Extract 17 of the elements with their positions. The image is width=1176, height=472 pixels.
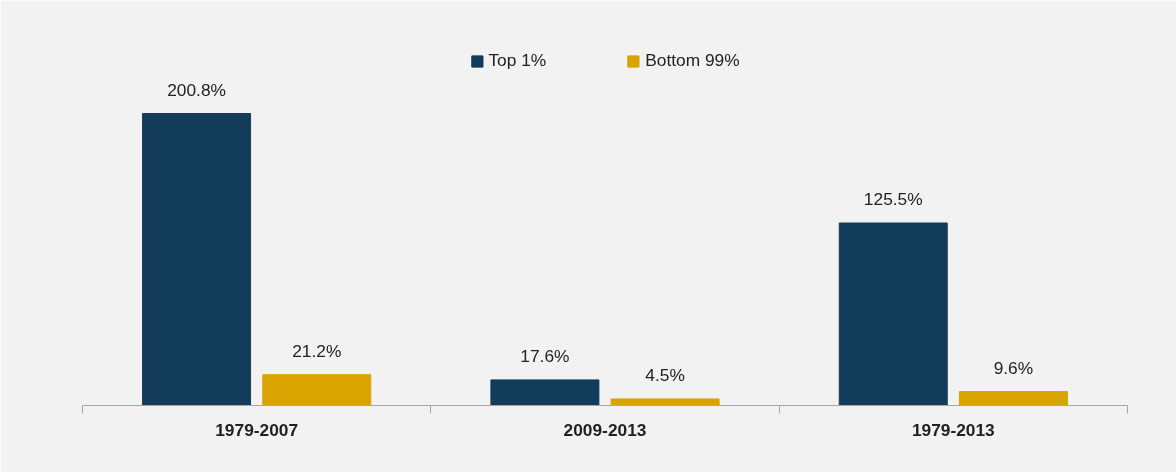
x-tick-label: 2009-2013 bbox=[563, 419, 647, 440]
x-tick-label: 1979-2013 bbox=[911, 419, 996, 440]
x-tick-label: 1979-2007 bbox=[215, 419, 299, 440]
bar bbox=[490, 379, 600, 406]
data-label: 4.5% bbox=[645, 364, 685, 385]
data-label: 9.6% bbox=[993, 357, 1034, 378]
data-label: 125.5% bbox=[863, 189, 923, 209]
bar bbox=[838, 222, 948, 406]
data-label: 17.6% bbox=[520, 345, 570, 366]
bar bbox=[262, 374, 372, 406]
data-label: 21.2% bbox=[292, 340, 342, 361]
bar bbox=[610, 398, 720, 406]
data-label: 200.8% bbox=[167, 79, 226, 100]
legend-label: Top 1% bbox=[488, 50, 547, 71]
bar bbox=[958, 391, 1068, 406]
bar bbox=[142, 113, 252, 406]
legend-label: Bottom 99% bbox=[645, 50, 740, 71]
